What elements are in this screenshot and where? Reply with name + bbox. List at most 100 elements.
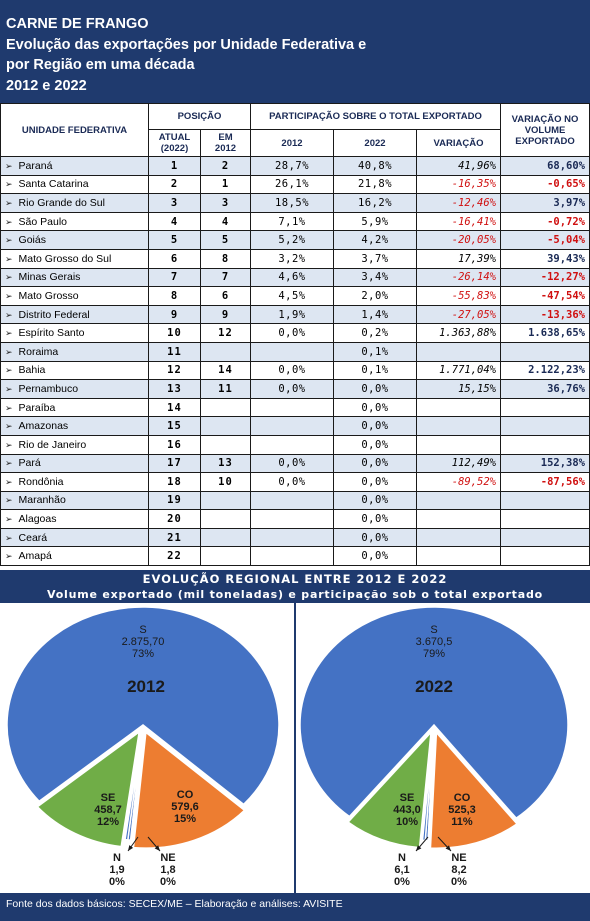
- header-panel: CARNE DE FRANGO Evolução das exportações…: [0, 0, 590, 103]
- uf-cell: ➢ São Paulo: [0, 211, 149, 232]
- share-variation: [415, 509, 502, 529]
- uf-cell: ➢ Goiás: [0, 230, 149, 250]
- table-row: ➢ Alagoas 20 0,0%: [0, 509, 590, 529]
- share-2022: 21,8%: [333, 174, 417, 195]
- slice-label-pct: 0%: [109, 876, 125, 888]
- share-2012: [250, 546, 334, 567]
- uf-cell: ➢ Pernambuco: [0, 379, 149, 399]
- table-body: ➢ Paraná 1 2 28,7% 40,8% 41,96% 68,60% ➢ Santa Ca…: [0, 156, 590, 567]
- header-atual: ATUAL (2022): [148, 129, 201, 157]
- uf-cell: ➢ Mato Grosso: [0, 286, 149, 306]
- rank-2012: 14: [200, 360, 251, 381]
- arrow-icon: ➢: [5, 216, 13, 227]
- rank-2012: [200, 416, 251, 436]
- share-2012: [250, 434, 334, 455]
- pie-slice-co: [132, 731, 246, 849]
- rank-2022: 3: [148, 193, 201, 213]
- share-2012: 4,5%: [250, 286, 334, 306]
- uf-name: Rondônia: [18, 475, 64, 488]
- uf-name: Ceará: [18, 531, 48, 544]
- header-2022: 2022: [333, 129, 417, 157]
- uf-name: Santa Catarina: [18, 178, 89, 191]
- rank-2012: [200, 546, 251, 567]
- table-row: ➢ Santa Catarina 2 1 26,1% 21,8% -16,35% -0,65%: [0, 174, 590, 195]
- slice-label-region: N: [113, 852, 121, 864]
- share-variation: -89,52%: [415, 472, 502, 492]
- share-2012: [250, 509, 334, 529]
- slice-label-region: SE: [400, 792, 415, 804]
- header-title: CARNE DE FRANGO: [6, 16, 149, 32]
- slice-label-pct: 0%: [451, 876, 467, 888]
- arrow-icon: ➢: [5, 290, 13, 301]
- rank-2012: 6: [200, 286, 251, 306]
- volume-variation: 3,97%: [500, 193, 590, 213]
- header-uf: UNIDADE FEDERATIVA: [0, 103, 149, 157]
- share-2012: [250, 397, 334, 418]
- table-row: ➢ Roraima 11 0,1%: [0, 341, 590, 362]
- rank-2012: 8: [200, 248, 251, 269]
- rank-2022: 12: [148, 360, 201, 381]
- table-row: ➢ Mato Grosso do Sul 6 8 3,2% 3,7% 17,39% 39,43…: [0, 248, 590, 269]
- share-2022: 0,0%: [333, 453, 417, 474]
- pie-chart-2012: S2.875,7073%CO579,615%NE1,80%N1,90%SE458…: [6, 606, 280, 888]
- uf-cell: ➢ Amazonas: [0, 416, 149, 436]
- share-variation: [415, 490, 502, 511]
- share-variation: 1.771,04%: [415, 360, 502, 381]
- share-2012: [250, 527, 334, 548]
- rank-2022: 17: [148, 453, 201, 474]
- slice-label-value: 3.670,5: [416, 636, 453, 648]
- arrow-icon: ➢: [5, 514, 13, 525]
- header-2012: 2012: [250, 129, 334, 157]
- volume-variation: -87,56%: [500, 472, 590, 492]
- slice-label-region: S: [139, 624, 146, 636]
- uf-cell: ➢ Roraima: [0, 341, 149, 362]
- table-row: ➢ Paraná 1 2 28,7% 40,8% 41,96% 68,60%: [0, 156, 590, 176]
- uf-name: Minas Gerais: [18, 271, 81, 284]
- volume-variation: -0,72%: [500, 211, 590, 232]
- uf-cell: ➢ Pará: [0, 453, 149, 474]
- table-row: ➢ Amazonas 15 0,0%: [0, 416, 590, 436]
- share-2012: 0,0%: [250, 472, 334, 492]
- share-variation: -16,35%: [415, 174, 502, 195]
- table-row: ➢ Maranhão 19 0,0%: [0, 490, 590, 511]
- volume-variation: [500, 490, 590, 511]
- rank-2012: [200, 434, 251, 455]
- uf-cell: ➢ Paraná: [0, 156, 149, 176]
- uf-name: Pará: [18, 457, 41, 470]
- share-2012: 0,0%: [250, 379, 334, 399]
- slice-label-region: NE: [451, 852, 466, 864]
- rank-2022: 19: [148, 490, 201, 511]
- pie-slice-s: [6, 606, 280, 806]
- arrow-icon: ➢: [5, 476, 13, 487]
- uf-name: Bahia: [18, 364, 46, 377]
- volume-variation: -5,04%: [500, 230, 590, 250]
- share-2022: 16,2%: [333, 193, 417, 213]
- rank-2022: 18: [148, 472, 201, 492]
- share-2012: 26,1%: [250, 174, 334, 195]
- share-2012: [250, 341, 334, 362]
- rank-2012: [200, 527, 251, 548]
- uf-name: Amazonas: [18, 420, 69, 433]
- arrow-icon: ➢: [5, 439, 13, 450]
- pie-slice-s: [299, 606, 569, 820]
- uf-cell: ➢ Minas Gerais: [0, 267, 149, 288]
- volume-variation: 152,38%: [500, 453, 590, 474]
- uf-cell: ➢ Rondônia: [0, 472, 149, 492]
- uf-name: Mato Grosso: [18, 289, 79, 302]
- rank-2012: 4: [200, 211, 251, 232]
- uf-cell: ➢ Santa Catarina: [0, 174, 149, 195]
- table-row: ➢ São Paulo 4 4 7,1% 5,9% -16,41% -0,72%: [0, 211, 590, 232]
- arrow-icon: ➢: [5, 458, 13, 469]
- volume-variation: 1.638,65%: [500, 323, 590, 343]
- table-row: ➢ Amapá 22 0,0%: [0, 546, 590, 567]
- rank-2022: 14: [148, 397, 201, 418]
- share-variation: -20,05%: [415, 230, 502, 250]
- slice-label-pct: 0%: [394, 876, 410, 888]
- share-2022: 0,0%: [333, 397, 417, 418]
- slice-label-pct: 73%: [132, 648, 154, 660]
- uf-cell: ➢ Maranhão: [0, 490, 149, 511]
- table-container: UNIDADE FEDERATIVA POSIÇÃO PARTICIPAÇÃO …: [0, 103, 590, 567]
- uf-name: Maranhão: [18, 494, 66, 507]
- share-variation: -55,83%: [415, 286, 502, 306]
- rank-2012: [200, 490, 251, 511]
